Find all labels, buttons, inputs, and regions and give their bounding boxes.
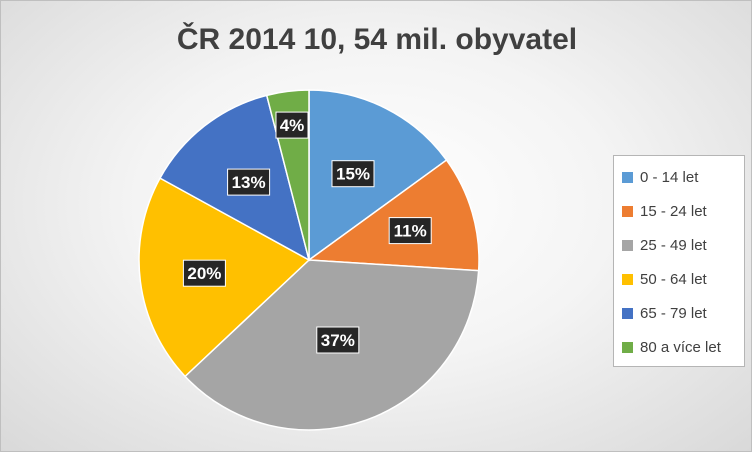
legend-swatch: [622, 273, 633, 285]
legend-swatch: [622, 171, 633, 183]
legend-swatch: [622, 205, 633, 217]
pie-slice-1: [308, 89, 448, 262]
data-label-box: [316, 326, 360, 354]
legend-swatch: [622, 239, 633, 251]
legend-label: 15 - 24 let: [640, 202, 707, 220]
legend-item: 65 - 79 let: [622, 296, 744, 330]
data-label-text: 11%: [394, 222, 427, 241]
data-label-box: [388, 217, 432, 245]
data-label-2: 11%: [388, 217, 432, 245]
legend-item: 0 - 14 let: [622, 160, 744, 194]
legend-label: 50 - 64 let: [640, 270, 707, 288]
legend-item: 50 - 64 let: [622, 262, 744, 296]
data-label-box: [227, 168, 271, 196]
data-label-4: 20%: [182, 259, 226, 287]
data-label-text: 4%: [280, 116, 305, 135]
data-label-text: 37%: [321, 331, 355, 350]
data-label-box: [182, 259, 226, 287]
data-label-1: 15%: [331, 160, 375, 188]
legend-item: 15 - 24 let: [622, 194, 744, 228]
legend: 0 - 14 let 15 - 24 let 25 - 49 let 50 - 64 …: [613, 155, 745, 367]
legend-label: 80 a více let: [640, 338, 721, 356]
data-label-text: 13%: [232, 173, 266, 192]
legend-label: 25 - 49 let: [640, 236, 707, 254]
legend-swatch: [622, 307, 633, 319]
legend-item: 25 - 49 let: [622, 228, 744, 262]
legend-label: 0 - 14 let: [640, 168, 699, 186]
legend-swatch: [622, 341, 633, 353]
data-label-5: 13%: [227, 168, 271, 196]
data-label-box: [275, 111, 309, 139]
data-label-text: 15%: [336, 165, 370, 184]
legend-label: 65 - 79 let: [640, 304, 707, 322]
legend-item: 80 a více let: [622, 330, 744, 364]
data-label-text: 20%: [187, 264, 221, 283]
data-label-box: [331, 160, 375, 188]
pie-slice-2: [306, 159, 480, 272]
data-label-3: 37%: [316, 326, 360, 354]
data-label-6: 4%: [275, 111, 309, 139]
chart-title: ČR 2014 10, 54 mil. obyvatel: [176, 23, 578, 56]
